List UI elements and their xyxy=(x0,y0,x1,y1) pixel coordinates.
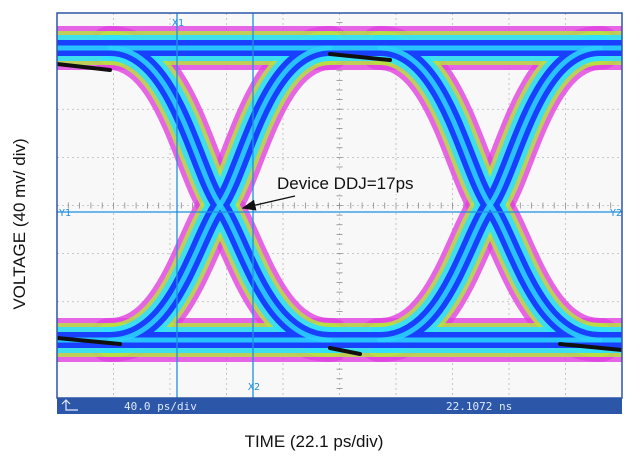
dense-trace-segment xyxy=(328,52,392,62)
eye-traces xyxy=(57,26,622,362)
cursor-y1-label: Y1 xyxy=(59,208,71,219)
annotation-bg xyxy=(272,170,448,194)
time-position-readout: 22.1072 ns xyxy=(446,400,512,413)
time-scale-readout: 40.0 ps/div xyxy=(124,400,197,413)
trace-band-4-3 xyxy=(107,45,333,343)
ddj-annotation: Device DDJ=17ps xyxy=(277,174,414,193)
x-axis-label: TIME (22.1 ps/div) xyxy=(244,432,384,451)
annotation-arrow xyxy=(241,195,296,211)
cursor-y2-label: Y2 xyxy=(610,208,622,219)
trace-band-4-5 xyxy=(377,45,603,343)
dense-trace-segment xyxy=(57,336,122,346)
cursor-x2-label: X2 xyxy=(248,382,260,393)
cursor-x1-label: X1 xyxy=(172,18,184,29)
dense-trace-segment xyxy=(57,62,112,72)
status-bar xyxy=(57,398,622,414)
ground-marker-icon xyxy=(61,399,78,411)
dense-trace-segment xyxy=(328,346,362,356)
dense-trace-segment xyxy=(558,342,622,352)
